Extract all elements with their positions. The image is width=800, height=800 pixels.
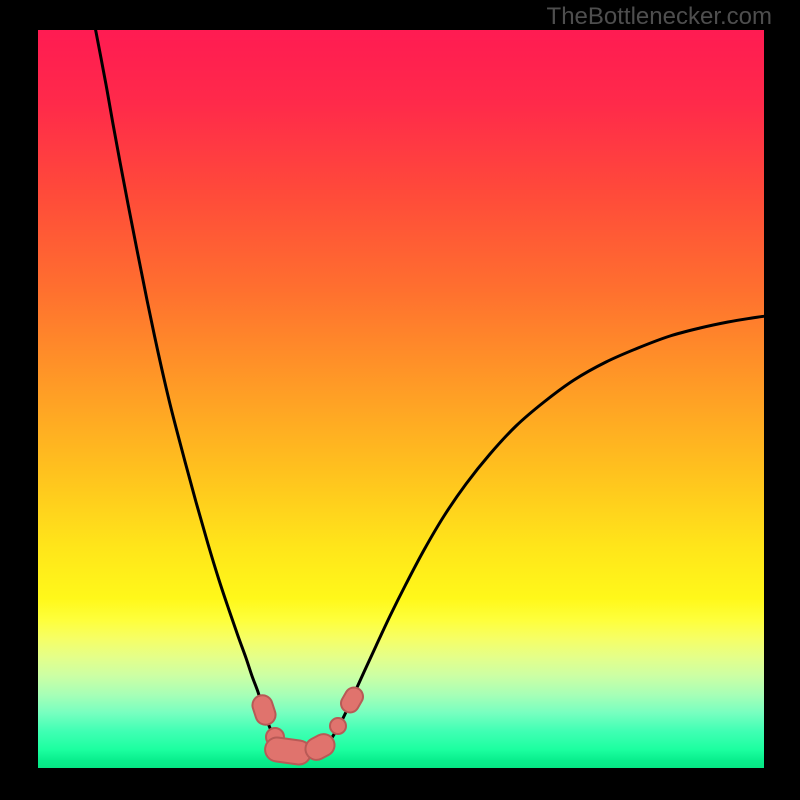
chart-stage: TheBottlenecker.com	[0, 0, 800, 800]
plot-area	[38, 30, 764, 768]
bead	[330, 718, 346, 734]
chart-svg	[0, 0, 800, 800]
